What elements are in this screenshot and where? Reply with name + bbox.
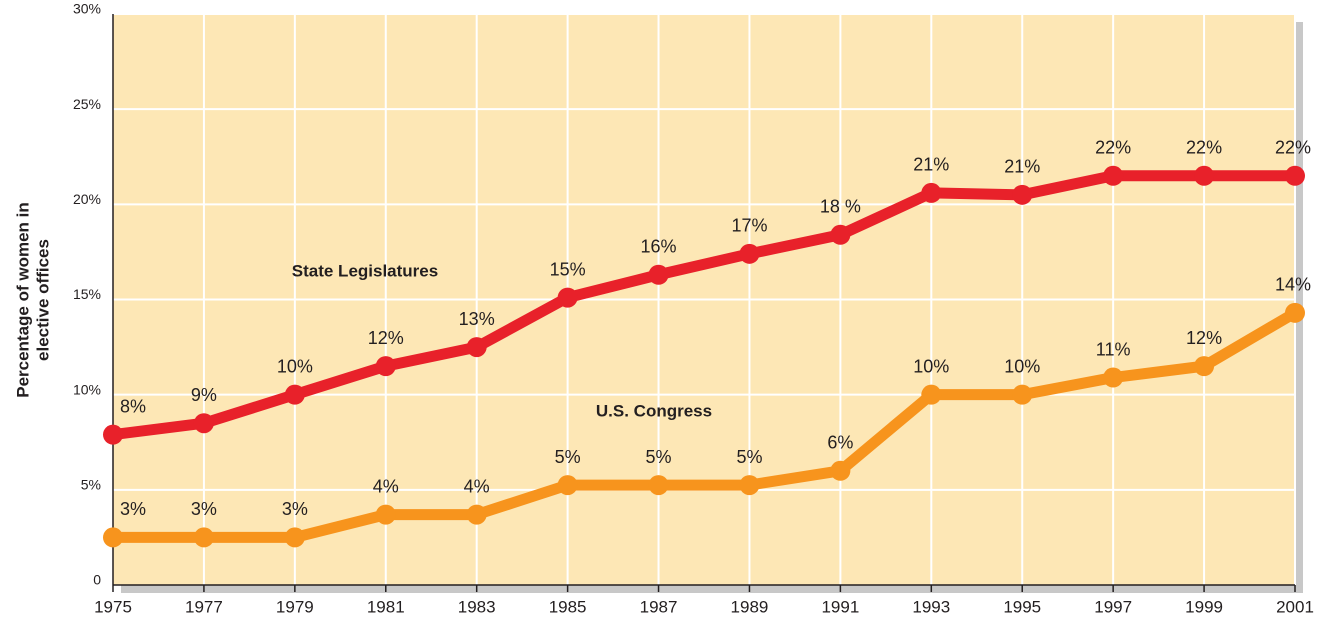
point <box>466 504 487 525</box>
point <box>1285 165 1305 186</box>
data-label: 22% <box>1275 138 1311 158</box>
y-tick-label: 5% <box>81 477 101 493</box>
point <box>1285 302 1305 323</box>
data-label: 13% <box>459 309 495 329</box>
x-tick-label: 1975 <box>94 597 132 616</box>
data-label: 4% <box>373 476 399 496</box>
data-label: 6% <box>827 433 853 453</box>
x-tick-label: 1989 <box>731 597 769 616</box>
point <box>648 264 669 285</box>
point <box>466 337 487 358</box>
data-label: 16% <box>641 237 677 257</box>
y-tick-label: 30% <box>73 1 101 17</box>
point <box>1103 165 1124 186</box>
data-label: 3% <box>120 499 146 519</box>
point <box>193 413 214 434</box>
y-tick-label: 0 <box>93 572 101 588</box>
point <box>830 224 851 245</box>
x-tick-label: 1985 <box>549 597 587 616</box>
data-label: 10% <box>277 356 313 376</box>
data-label: 5% <box>555 447 581 467</box>
data-label: 5% <box>736 447 762 467</box>
data-label: 9% <box>191 385 217 405</box>
data-label: 8% <box>120 396 146 416</box>
data-label: 15% <box>550 259 586 279</box>
point <box>830 460 851 481</box>
data-label: 18 % <box>820 197 861 217</box>
data-label: 12% <box>368 328 404 348</box>
data-label: 22% <box>1095 138 1131 158</box>
data-label: 21% <box>913 155 949 175</box>
point <box>375 504 396 525</box>
y-axis-label: Percentage of women in <box>13 202 32 398</box>
y-axis-label: elective offices <box>33 239 52 361</box>
data-label: 14% <box>1275 275 1311 295</box>
data-label: 22% <box>1186 138 1222 158</box>
point <box>193 527 214 548</box>
data-label: 5% <box>646 447 672 467</box>
point <box>1194 356 1215 377</box>
point <box>1103 367 1124 388</box>
point <box>921 384 942 405</box>
series-line <box>112 170 1295 441</box>
point <box>1012 384 1033 405</box>
x-tick-label: 1999 <box>1185 597 1223 616</box>
data-label: 17% <box>731 216 767 236</box>
data-label: 4% <box>464 476 490 496</box>
point <box>648 475 669 496</box>
point <box>739 243 760 264</box>
x-tick-label: 1983 <box>458 597 496 616</box>
x-tick-label: 1991 <box>821 597 859 616</box>
x-tick-label: 1981 <box>367 597 405 616</box>
point <box>557 475 578 496</box>
y-tick-label: 15% <box>73 286 101 302</box>
data-label: 12% <box>1186 328 1222 348</box>
x-tick-label: 1995 <box>1003 597 1041 616</box>
data-label: 10% <box>913 356 949 376</box>
y-tick-label: 20% <box>73 191 101 207</box>
data-label: 11% <box>1096 339 1131 359</box>
x-tick-label: 1979 <box>276 597 314 616</box>
x-tick-label: 1997 <box>1094 597 1132 616</box>
x-tick-label: 1977 <box>185 597 223 616</box>
x-tick-label: 1987 <box>640 597 678 616</box>
y-tick-label: 25% <box>73 96 101 112</box>
point <box>375 356 396 377</box>
data-label: 3% <box>191 499 217 519</box>
point <box>1194 165 1215 186</box>
series-name: State Legislatures <box>292 261 438 280</box>
point <box>1012 184 1033 205</box>
point <box>103 424 123 445</box>
point <box>284 384 305 405</box>
x-tick-label: 2001 <box>1276 597 1314 616</box>
series-line <box>113 308 1298 543</box>
point <box>921 182 942 203</box>
data-label: 3% <box>282 499 308 519</box>
x-tick-label: 1993 <box>912 597 950 616</box>
point <box>739 475 760 496</box>
y-tick-label: 10% <box>73 381 101 397</box>
series-name: U.S. Congress <box>596 401 712 420</box>
data-label: 21% <box>1004 157 1040 177</box>
point <box>284 527 305 548</box>
point <box>103 527 123 548</box>
point <box>557 287 578 308</box>
data-label: 10% <box>1004 356 1040 376</box>
